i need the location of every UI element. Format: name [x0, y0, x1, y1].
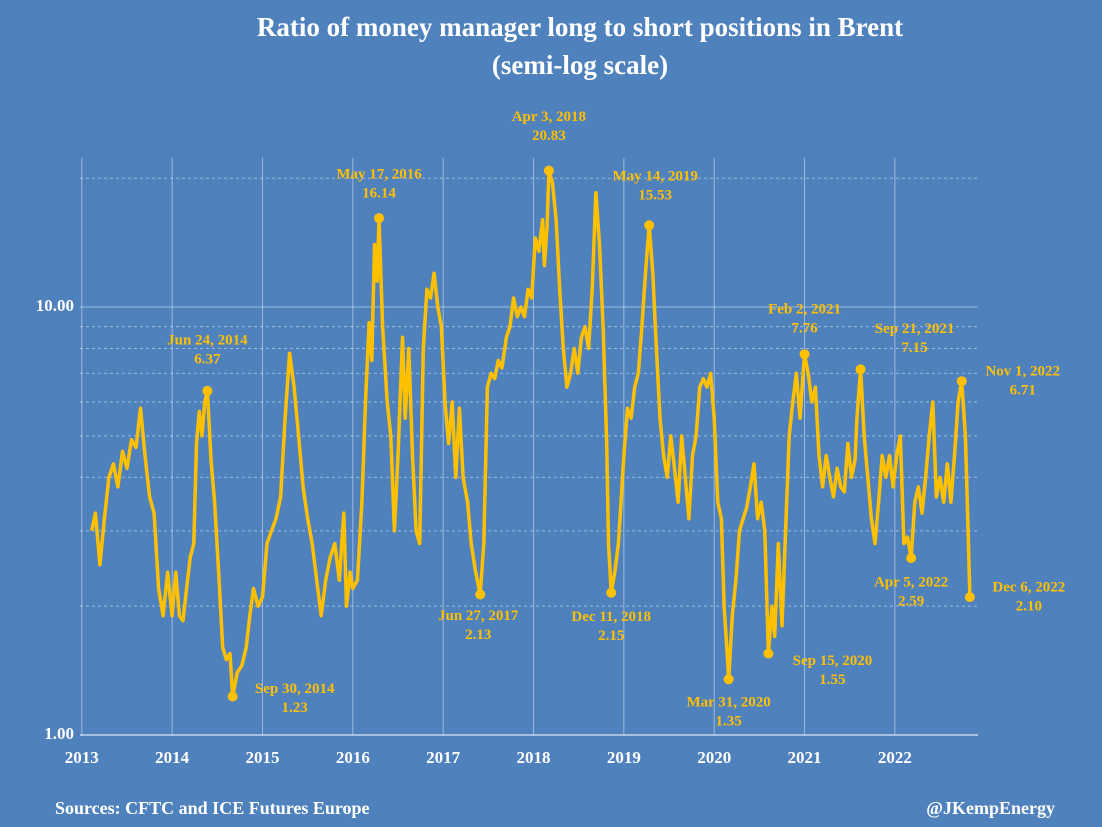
- x-tick-label: 2017: [426, 748, 461, 767]
- annotation-value: 2.59: [898, 594, 924, 610]
- annotation-value: 1.35: [716, 714, 742, 730]
- annotation-date: Nov 1, 2022: [985, 364, 1060, 380]
- annotation-value: 6.37: [194, 351, 221, 367]
- annotation-date: May 17, 2016: [336, 167, 422, 183]
- annotation-value: 1.23: [282, 700, 308, 716]
- y-tick-label: 10.00: [36, 296, 74, 315]
- credit: @JKempEnergy: [926, 798, 1055, 818]
- source: Sources: CFTC and ICE Futures Europe: [55, 798, 370, 818]
- annotation-value: 2.15: [598, 628, 624, 644]
- annotation-date: Sep 30, 2014: [255, 681, 335, 697]
- annotation-value: 1.55: [819, 672, 845, 688]
- x-tick-label: 2015: [245, 748, 279, 767]
- annotation-value: 7.15: [901, 340, 927, 356]
- annotation-value: 16.14: [362, 186, 396, 202]
- annotation-marker: [644, 220, 655, 231]
- annotation-value: 7.76: [791, 321, 818, 337]
- annotation-marker: [543, 165, 554, 176]
- annotation-value: 6.71: [1010, 383, 1036, 399]
- annotation-date: Sep 15, 2020: [793, 653, 873, 669]
- annotation-marker: [964, 592, 975, 603]
- annotation-date: Apr 5, 2022: [874, 575, 948, 591]
- annotation-marker: [606, 587, 617, 598]
- annotation-marker: [202, 385, 213, 396]
- annotation-marker: [956, 376, 967, 387]
- annotation-date: Feb 2, 2021: [768, 302, 841, 318]
- annotation-marker: [227, 691, 238, 702]
- annotation-date: Sep 21, 2021: [875, 321, 955, 337]
- chart-title: Ratio of money manager long to short pos…: [257, 12, 903, 42]
- x-tick-label: 2013: [65, 748, 99, 767]
- x-tick-label: 2022: [878, 748, 912, 767]
- annotation-value: 15.53: [638, 188, 672, 204]
- annotation-marker: [475, 589, 486, 600]
- annotation-marker: [855, 364, 866, 375]
- annotation-value: 2.10: [1016, 599, 1042, 615]
- x-tick-label: 2014: [155, 748, 190, 767]
- annotation-marker: [906, 553, 917, 564]
- x-tick-label: 2021: [788, 748, 822, 767]
- x-tick-label: 2019: [607, 748, 641, 767]
- x-tick-label: 2020: [697, 748, 731, 767]
- chart-subtitle: (semi-log scale): [492, 50, 668, 80]
- annotation-marker: [374, 213, 385, 224]
- annotation-marker: [723, 674, 734, 685]
- annotation-date: Jun 24, 2014: [167, 332, 248, 348]
- x-tick-label: 2016: [336, 748, 370, 767]
- annotation-date: Dec 11, 2018: [571, 609, 651, 625]
- annotation-date: Dec 6, 2022: [992, 580, 1065, 596]
- annotation-date: Apr 3, 2018: [512, 109, 586, 125]
- annotation-date: May 14, 2019: [612, 169, 697, 185]
- y-tick-label: 1.00: [44, 724, 74, 743]
- annotation-date: Jun 27, 2017: [438, 608, 519, 624]
- annotation-date: Mar 31, 2020: [687, 695, 771, 711]
- annotation-marker: [763, 648, 774, 659]
- x-tick-label: 2018: [517, 748, 551, 767]
- annotation-marker: [799, 349, 810, 360]
- annotation-value: 2.13: [465, 627, 491, 643]
- annotation-value: 20.83: [532, 128, 566, 144]
